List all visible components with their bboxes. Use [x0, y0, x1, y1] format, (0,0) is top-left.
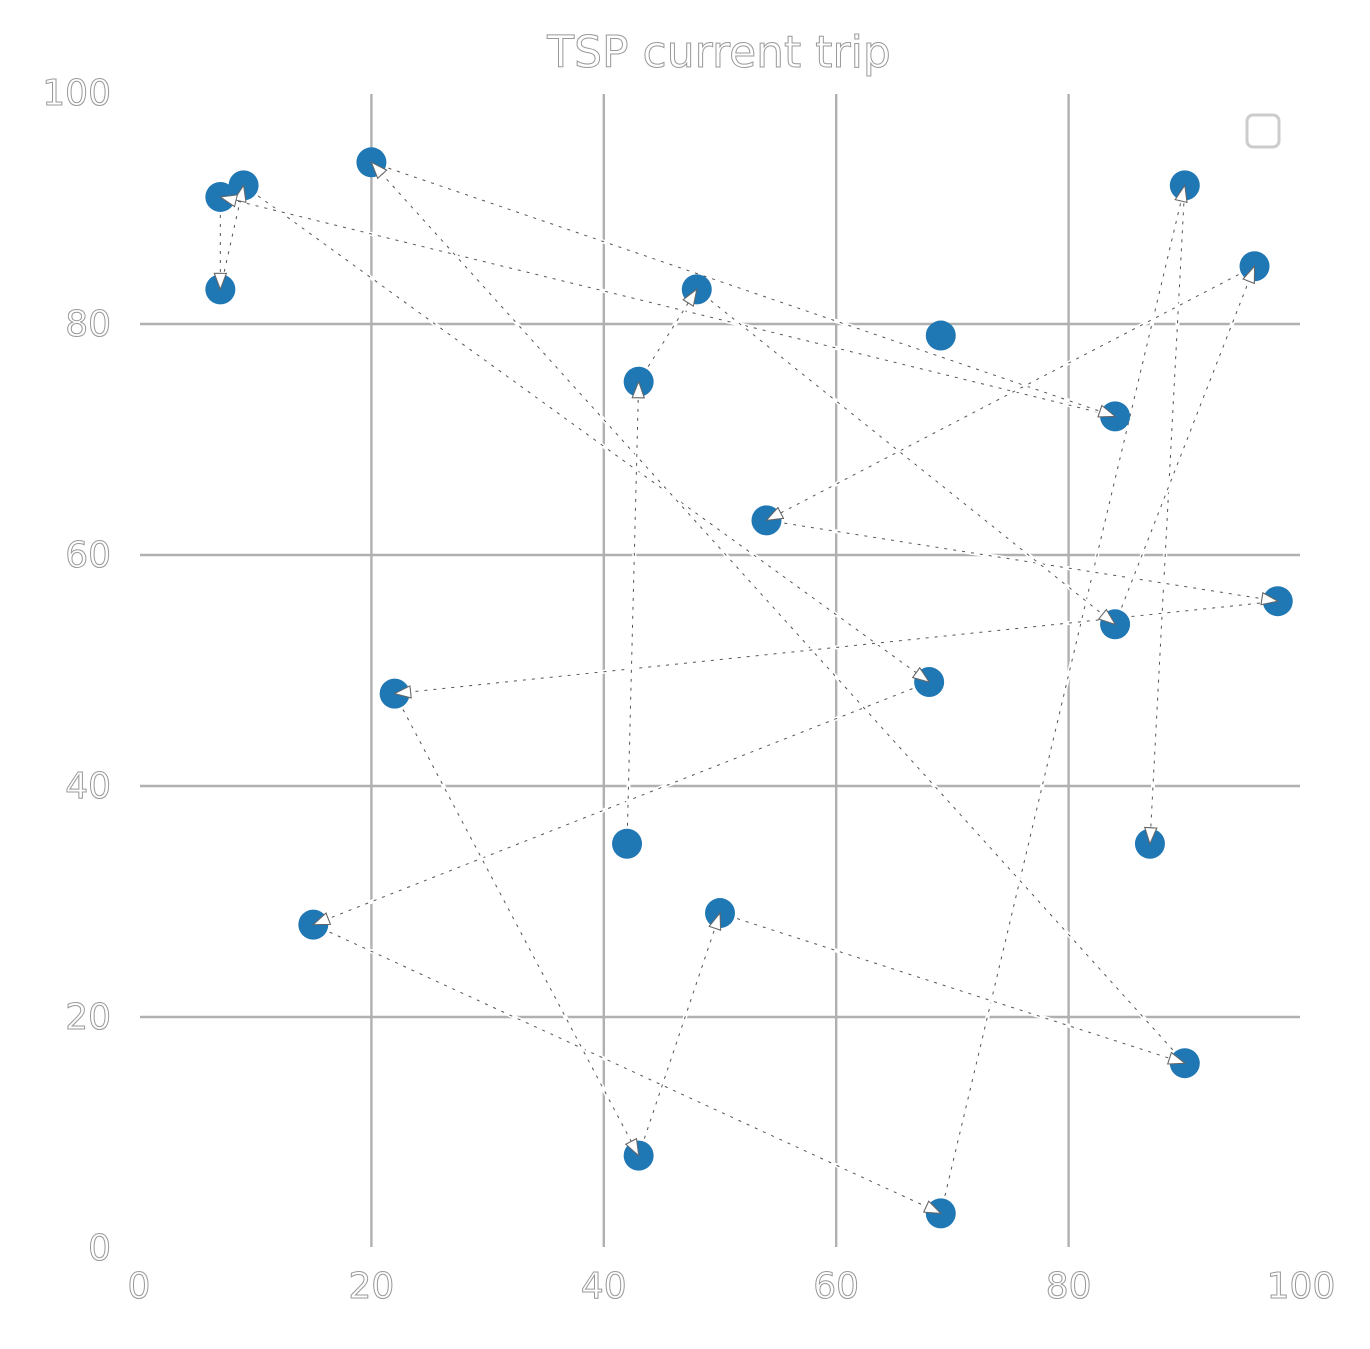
route-arrowhead-top	[708, 911, 722, 931]
route-edge-shade	[638, 912, 721, 1156]
y-tick-label: 100	[42, 73, 111, 114]
y-tick-label: 80	[65, 304, 111, 345]
route-arrowhead-top	[911, 666, 931, 683]
route-arrowhead-top	[233, 184, 247, 203]
route-edge-shade	[220, 196, 1116, 417]
route-edge-shade	[1114, 266, 1255, 625]
city-point	[925, 320, 956, 351]
legend-box	[1245, 113, 1281, 149]
route-arrowhead-top	[311, 912, 332, 926]
y-tick-label: 20	[65, 997, 111, 1038]
x-tick-label: 80	[1046, 1266, 1092, 1307]
route-arrowhead-top	[218, 194, 238, 208]
x-tick-label: 100	[1267, 1266, 1336, 1307]
route-arrowhead-top	[393, 685, 412, 699]
route-edge-shade	[243, 184, 930, 683]
route-edge	[938, 184, 1187, 1214]
route-edge	[370, 160, 1116, 419]
route-arrowhead-top	[631, 380, 645, 399]
route-edge-shade	[394, 693, 640, 1156]
axis-ticks: 0 20 40 60 80 100 0 20 40 60 80 100	[42, 73, 1336, 1308]
route-edge	[766, 518, 1279, 604]
route-edge-shade	[394, 600, 1278, 695]
x-tick-label: 20	[348, 1266, 394, 1307]
y-tick-label: 40	[65, 766, 111, 807]
route-edge-shade	[638, 289, 698, 383]
route-arrowhead-top	[1242, 264, 1256, 285]
route-arrowhead-top	[213, 272, 228, 291]
route-edge-shade	[1149, 185, 1186, 844]
city-points	[205, 147, 1293, 1229]
route-edge-shade	[766, 265, 1255, 521]
plot-frame	[138, 92, 1302, 1249]
y-tick-label: 60	[65, 535, 111, 576]
route-arrowhead-top	[922, 1200, 943, 1214]
y-tick-label: 0	[88, 1228, 111, 1269]
chart-title: TSP current trip	[546, 27, 891, 78]
route-arrowhead-top	[1174, 184, 1188, 204]
route-arrowhead-top	[370, 161, 388, 180]
grid-lines	[139, 93, 1301, 1248]
x-tick-label: 0	[128, 1266, 151, 1307]
route-edge	[312, 922, 942, 1216]
route-arrowhead-top	[1144, 826, 1158, 846]
route-edge	[695, 287, 1117, 626]
route-edges	[213, 160, 1280, 1216]
route-edge	[369, 160, 1187, 1065]
route-arrowhead-top	[1167, 1051, 1187, 1065]
route-edge-shade	[313, 681, 930, 926]
route-edge-shade	[719, 912, 1185, 1064]
city-point	[612, 828, 643, 859]
route-arrowhead-top	[682, 288, 698, 307]
route-arrowhead-top	[1097, 404, 1117, 418]
x-tick-label: 60	[813, 1266, 859, 1307]
x-tick-label: 40	[581, 1266, 627, 1307]
route-arrowhead-top	[1260, 591, 1280, 606]
route-edge	[625, 381, 641, 844]
route-arrowhead-top	[765, 506, 785, 522]
route-arrowhead-top	[1097, 608, 1117, 626]
route-arrowhead-top	[625, 1137, 640, 1157]
